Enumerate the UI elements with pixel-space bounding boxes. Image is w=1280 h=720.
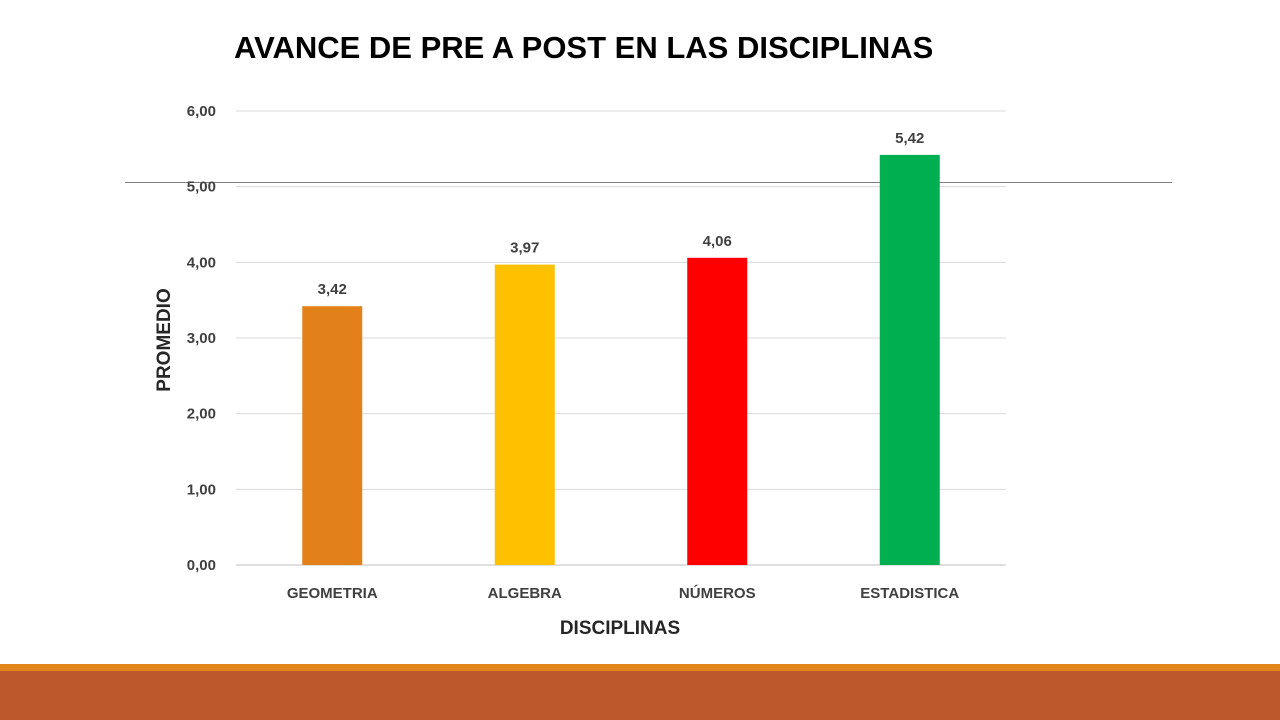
data-label: 3,97 — [510, 240, 539, 257]
bar-geometria — [302, 306, 363, 565]
data-labels: 3,42 3,97 4,06 5,42 — [318, 130, 925, 298]
y-tick-label: 5,00 — [187, 179, 216, 196]
x-category-label: NÚMEROS — [679, 584, 756, 602]
y-tick-label: 2,00 — [187, 406, 216, 423]
x-axis-title: DISCIPLINAS — [560, 618, 680, 639]
footer-band — [0, 671, 1280, 720]
x-category-label: GEOMETRIA — [287, 585, 378, 602]
bar-estadistica — [879, 154, 940, 566]
bar-algebra — [494, 264, 555, 565]
y-tick-label: 1,00 — [187, 481, 216, 498]
bars — [302, 154, 940, 566]
y-axis-ticks: 0,00 1,00 2,00 3,00 4,00 5,00 6,00 — [187, 103, 216, 574]
y-axis-title: PROMEDIO — [154, 288, 175, 391]
divider-line — [125, 182, 1172, 183]
bar-números — [687, 257, 748, 565]
data-label: 3,42 — [318, 281, 347, 298]
x-axis-categories: GEOMETRIA ALGEBRA NÚMEROS ESTADISTICA — [287, 584, 960, 602]
y-tick-label: 0,00 — [187, 557, 216, 574]
footer-accent-stripe — [0, 664, 1280, 671]
y-tick-label: 6,00 — [187, 103, 216, 120]
x-category-label: ESTADISTICA — [860, 585, 959, 602]
x-category-label: ALGEBRA — [488, 585, 562, 602]
y-tick-label: 4,00 — [187, 254, 216, 271]
data-label: 5,42 — [895, 130, 924, 147]
data-label: 4,06 — [703, 233, 732, 250]
gridlines — [236, 110, 1006, 566]
bar-chart: 0,00 1,00 2,00 3,00 4,00 5,00 6,00 3,42 3,97 4,0… — [154, 103, 1006, 639]
y-tick-label: 3,00 — [187, 330, 216, 347]
chart-title: AVANCE DE PRE A POST EN LAS DISCIPLINAS — [234, 30, 934, 65]
